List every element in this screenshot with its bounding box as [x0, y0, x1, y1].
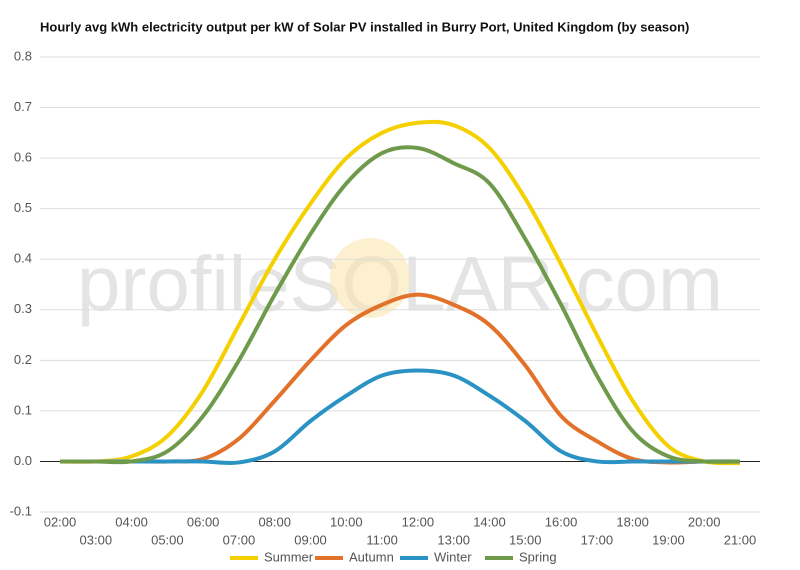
legend-label: Winter — [434, 549, 472, 564]
x-tick-label: 09:00 — [294, 532, 327, 547]
series-line — [59, 119, 741, 466]
y-tick-label: 0.8 — [14, 48, 32, 63]
x-tick-label: 18:00 — [616, 514, 649, 529]
y-tick-label: 0.4 — [14, 251, 32, 266]
legend-label: Summer — [264, 549, 314, 564]
x-tick-label: 20:00 — [688, 514, 721, 529]
y-tick-label: 0.1 — [14, 402, 32, 417]
legend-label: Spring — [519, 549, 557, 564]
x-tick-label: 07:00 — [223, 532, 256, 547]
y-tick-label: -0.1 — [10, 503, 32, 518]
x-tick-label: 13:00 — [437, 532, 470, 547]
x-tick-label: 19:00 — [652, 532, 685, 547]
series-line — [60, 145, 741, 465]
chart-title: Hourly avg kWh electricity output per kW… — [40, 19, 689, 34]
x-tick-label: 06:00 — [187, 514, 220, 529]
y-tick-label: 0.0 — [14, 453, 32, 468]
y-tick-label: 0.7 — [14, 99, 32, 114]
x-tick-label: 04:00 — [115, 514, 148, 529]
x-tick-label: 21:00 — [724, 532, 757, 547]
series-line — [60, 368, 740, 466]
x-tick-label: 02:00 — [44, 514, 77, 529]
x-tick-label: 12:00 — [402, 514, 435, 529]
watermark-sun — [330, 238, 410, 318]
y-tick-label: 0.5 — [14, 200, 32, 215]
y-tick-label: 0.6 — [14, 150, 32, 165]
x-tick-label: 11:00 — [366, 532, 398, 547]
x-tick-label: 15:00 — [509, 532, 542, 547]
y-tick-label: 0.3 — [14, 301, 32, 316]
x-tick-label: 05:00 — [151, 532, 184, 547]
y-tick-label: 0.2 — [14, 352, 32, 367]
x-tick-label: 03:00 — [80, 532, 113, 547]
x-tick-label: 14:00 — [473, 514, 506, 529]
legend-label: Autumn — [349, 549, 394, 564]
x-tick-label: 16:00 — [545, 514, 578, 529]
x-tick-label: 10:00 — [330, 514, 363, 529]
x-tick-label: 08:00 — [258, 514, 291, 529]
x-tick-label: 17:00 — [581, 532, 614, 547]
